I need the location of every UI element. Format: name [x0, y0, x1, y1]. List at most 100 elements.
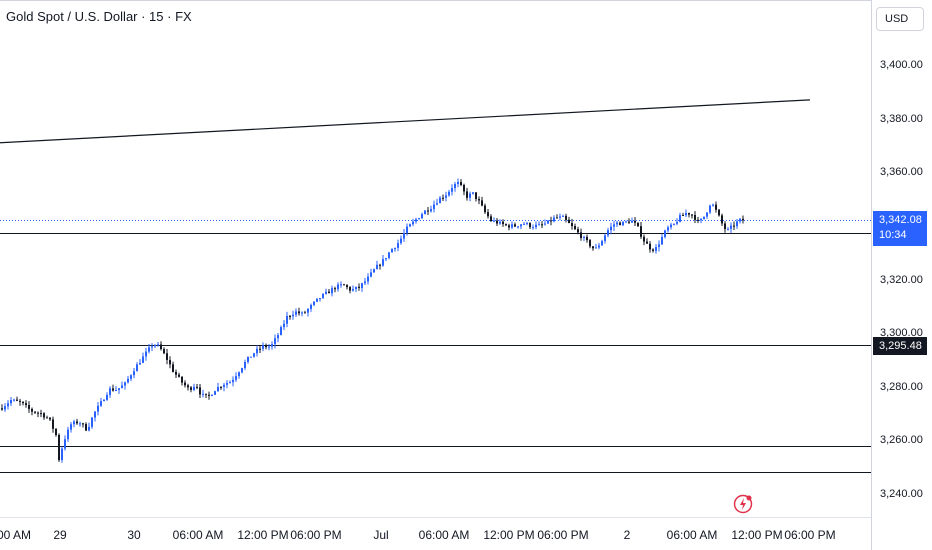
candle — [271, 341, 273, 350]
candle — [220, 386, 222, 390]
candle — [394, 247, 396, 252]
candle — [196, 384, 198, 390]
candle — [1, 404, 3, 411]
candle — [148, 343, 150, 354]
x-tick-label: 06:00 PM — [537, 528, 589, 542]
candle — [415, 217, 417, 224]
candle — [550, 216, 552, 226]
candle — [313, 301, 315, 307]
candle — [172, 361, 174, 373]
candle — [22, 401, 24, 406]
candle — [202, 389, 204, 398]
candle — [661, 233, 663, 246]
candle — [235, 372, 237, 383]
trend-line[interactable] — [0, 99, 811, 144]
candle — [463, 183, 465, 196]
x-tick-label: 29 — [53, 528, 67, 542]
x-tick-label: Jul — [373, 528, 389, 542]
candle — [691, 214, 693, 219]
candle — [136, 362, 138, 372]
x-tick-label: 12:00 PM — [237, 528, 289, 542]
candle — [115, 386, 117, 392]
candle — [100, 397, 102, 407]
candle — [652, 248, 654, 253]
candle — [388, 251, 390, 260]
candle — [475, 192, 477, 202]
y-tick-label: 3,320.00 — [880, 273, 923, 286]
candle — [703, 216, 705, 220]
candle — [706, 212, 708, 219]
candle — [604, 233, 606, 244]
candle — [646, 238, 648, 244]
flash-icon[interactable] — [733, 494, 753, 514]
candle — [4, 403, 6, 412]
candle — [715, 201, 717, 213]
candle — [598, 242, 600, 250]
candle — [631, 217, 633, 223]
candle — [433, 200, 435, 213]
candle — [466, 187, 468, 201]
candle — [601, 239, 603, 246]
candle — [382, 255, 384, 267]
candle — [634, 216, 636, 226]
level-price-badge: 3,295.48 — [873, 337, 927, 355]
candle — [445, 191, 447, 202]
candle — [295, 308, 297, 318]
candle — [589, 239, 591, 249]
candle — [733, 221, 735, 231]
candle — [94, 411, 96, 422]
candle — [304, 310, 306, 314]
candle — [31, 407, 33, 416]
candle — [532, 224, 534, 230]
candle — [355, 286, 357, 292]
candle — [133, 367, 135, 379]
candle — [319, 297, 321, 302]
candle — [535, 221, 537, 230]
candle — [718, 208, 720, 217]
candle — [226, 380, 228, 389]
candle — [595, 243, 597, 249]
candle — [79, 421, 81, 427]
candle — [88, 422, 90, 432]
y-tick-label: 3,240.00 — [880, 488, 923, 500]
candle — [727, 227, 729, 231]
candle — [520, 224, 522, 230]
candle — [274, 334, 276, 349]
currency-button[interactable]: USD — [876, 7, 924, 31]
candle — [55, 428, 57, 437]
candle — [451, 184, 453, 196]
candle — [145, 347, 147, 361]
candle — [130, 374, 132, 382]
candle — [622, 221, 624, 227]
candle — [211, 394, 213, 397]
candle — [472, 192, 474, 195]
candle — [421, 212, 423, 219]
candle — [619, 221, 621, 226]
candle — [13, 398, 15, 402]
candle — [739, 218, 741, 224]
candle — [457, 178, 459, 188]
candle — [628, 218, 630, 225]
candle — [160, 341, 162, 351]
candle — [502, 219, 504, 227]
candle — [655, 244, 657, 254]
candle — [511, 221, 513, 230]
x-tick-label: 2 — [623, 528, 631, 542]
candle — [232, 376, 234, 387]
candle — [142, 352, 144, 364]
candle — [742, 215, 744, 224]
candle — [430, 205, 432, 213]
candle — [664, 229, 666, 239]
candle — [82, 422, 84, 428]
candle — [40, 409, 42, 418]
candle — [349, 286, 351, 294]
candle — [181, 376, 183, 386]
candle — [16, 396, 18, 402]
candle — [676, 218, 678, 226]
candle — [277, 332, 279, 343]
y-tick-label: 3,260.00 — [880, 434, 923, 447]
candle — [58, 433, 60, 462]
candle — [637, 222, 639, 227]
candle — [121, 381, 123, 389]
